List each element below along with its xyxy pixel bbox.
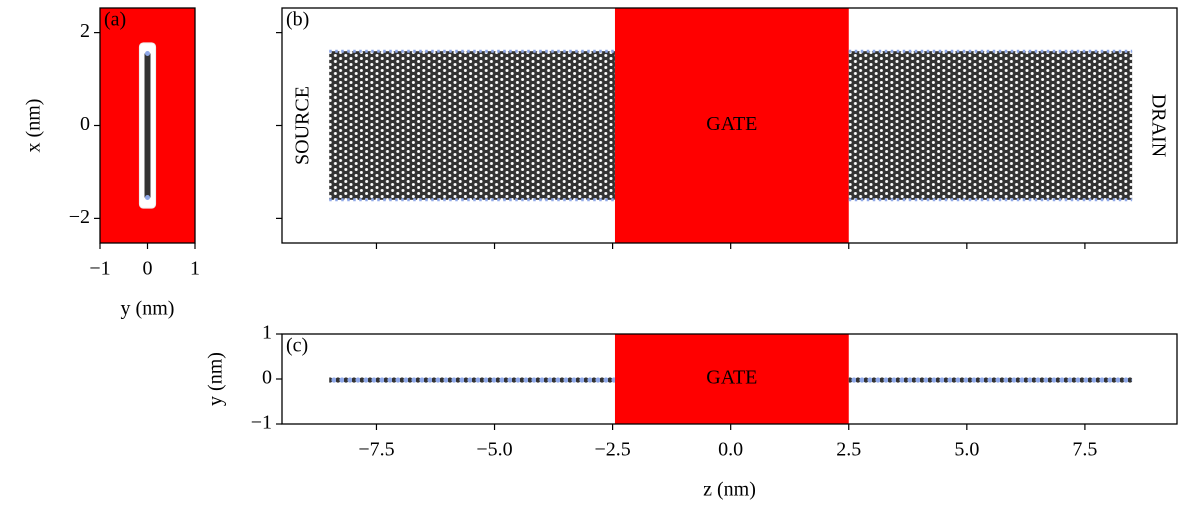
x-tick-label: 0 [143,258,153,280]
edge-atom [145,194,150,200]
x-tick-label: −2.5 [594,439,630,461]
x-tick-label: 1 [190,258,200,280]
x-axis-label: z (nm) [703,479,756,501]
y-tick-label: 0 [80,113,90,135]
x-tick-label: −1 [89,258,110,280]
y-tick-label: 0 [262,367,272,389]
source-label: SOURCE [292,86,314,165]
ribbon [848,51,1133,200]
atom-row [848,375,1133,383]
edge-atom [145,51,150,57]
x-tick-label: 0.0 [718,439,743,461]
y-tick-label: −2 [69,206,90,228]
x-axis-label: y (nm) [121,298,175,320]
x-tick-label: 5.0 [954,439,979,461]
gate-label: GATE [706,113,757,135]
gate [614,334,849,424]
gate [614,8,849,243]
ribbon [144,53,151,198]
gate-label: GATE [706,367,757,389]
y-tick-label: 2 [80,20,90,42]
y-tick-label: 1 [262,322,272,344]
x-tick-label: −7.5 [358,439,394,461]
x-tick-label: 2.5 [836,439,861,461]
panel-label: (b) [286,9,309,31]
panel-label: (a) [104,9,126,31]
x-tick-label: 7.5 [1072,439,1097,461]
drain-label: DRAIN [1147,94,1169,157]
atom-row [329,375,615,383]
x-tick-label: −5.0 [476,439,512,461]
panel-label: (c) [286,335,308,357]
y-axis-label: y (nm) [205,352,227,406]
y-axis-label: x (nm) [23,99,45,153]
y-tick-label: −1 [251,412,272,434]
ribbon [329,51,615,200]
